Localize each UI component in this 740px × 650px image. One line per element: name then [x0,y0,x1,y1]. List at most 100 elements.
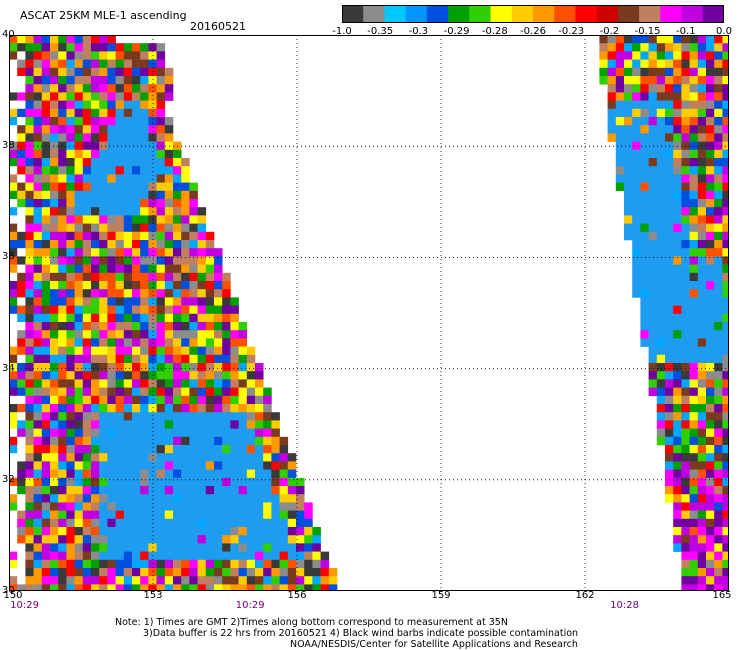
data-cell [648,43,658,52]
map-date: 20160521 [190,20,246,33]
data-cell [648,240,658,249]
data-cell [99,305,108,315]
data-cell [722,305,729,315]
data-cell [99,543,108,552]
data-cell [17,338,26,347]
data-cell [706,584,715,591]
data-cell [214,445,223,454]
data-cell [107,289,116,298]
data-cell [673,395,682,405]
data-cell [665,289,674,298]
data-cell [74,67,84,77]
data-cell [33,149,43,159]
data-cell [222,313,231,323]
swath-time-label: 10:28 [610,600,640,611]
data-cell [50,108,59,118]
data-cell [9,371,18,380]
data-cell [50,125,59,134]
data-cell [82,363,92,372]
data-cell [156,527,166,536]
data-cell [714,35,723,44]
data-cell [722,576,729,585]
data-cell [665,420,674,429]
data-cell [115,494,125,503]
data-cell [156,576,166,585]
data-cell [697,117,707,126]
data-cell [25,67,34,77]
data-cell [222,338,231,347]
data-cell [107,469,116,479]
data-cell [115,428,125,438]
data-cell [115,59,125,69]
data-cell [222,461,231,470]
data-cell [173,346,182,356]
data-cell [82,568,92,577]
data-cell [189,412,198,421]
data-cell [197,559,207,569]
data-cell [689,330,699,339]
data-cell [123,371,133,380]
data-cell [115,535,125,544]
data-cell [132,576,141,585]
data-cell [648,149,658,159]
data-cell [615,133,625,142]
data-cell [222,305,231,315]
data-cell [656,297,666,306]
data-cell [164,158,174,167]
data-cell [648,305,658,315]
data-cell [41,133,51,142]
data-cell [189,256,198,265]
data-cell [9,215,18,224]
data-cell [132,76,141,85]
data-cell [9,100,18,110]
data-cell [123,346,133,356]
data-cell [599,51,608,60]
data-cell [197,584,207,591]
data-cell [74,149,84,159]
data-cell [632,149,641,159]
data-cell [181,568,190,577]
data-cell [99,92,108,101]
data-cell [722,445,729,454]
data-cell [304,527,313,536]
data-cell [673,207,682,216]
data-cell [173,338,182,347]
data-cell [41,428,51,438]
data-cell [132,387,141,397]
data-cell [689,527,699,536]
data-cell [33,108,43,118]
data-cell [123,494,133,503]
data-cell [673,297,682,306]
data-cell [25,166,34,175]
data-cell [697,223,707,233]
data-cell [17,100,26,110]
data-cell [255,518,264,528]
data-cell [17,568,26,577]
data-cell [58,240,67,249]
data-cell [164,215,174,224]
data-cell [714,559,723,569]
data-cell [17,330,26,339]
data-cell [722,379,729,388]
data-cell [25,207,34,216]
data-cell [648,190,658,200]
data-cell [132,281,141,290]
data-cell [58,215,67,224]
data-cell [148,453,157,462]
data-cell [41,313,51,323]
data-cell [230,379,239,388]
data-cell [74,51,84,60]
color-scale-segment [363,5,385,23]
data-cell [156,199,166,208]
data-cell [58,100,67,110]
data-cell [58,141,67,151]
data-cell [25,158,34,167]
data-cell [189,436,198,446]
data-cell [624,67,633,77]
data-cell [689,190,699,200]
data-cell [665,379,674,388]
data-cell [115,568,125,577]
data-cell [58,67,67,77]
data-cell [148,76,157,85]
data-cell [173,199,182,208]
